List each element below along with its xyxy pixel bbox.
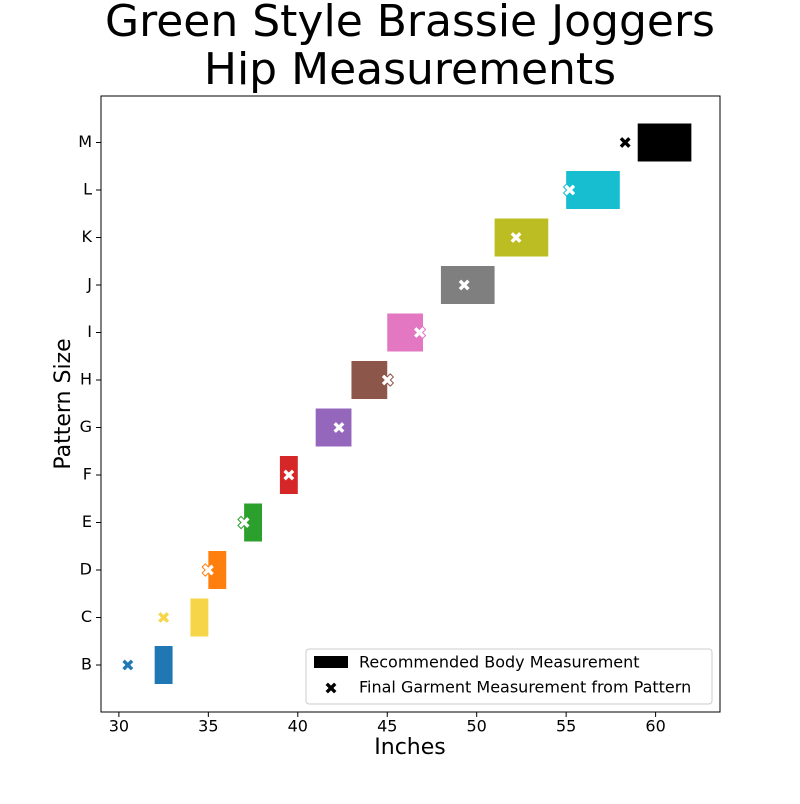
x-tick-label: 55 (556, 717, 576, 736)
y-tick-label: K (82, 227, 93, 246)
x-axis-label: Inches (374, 735, 445, 760)
garment-marker (457, 278, 472, 292)
range-bar (190, 598, 209, 637)
y-tick-label: M (78, 132, 92, 151)
chart-title: Green Style Brassie Joggers (105, 0, 715, 47)
garment-marker (618, 135, 633, 150)
plot-frame (100, 95, 721, 713)
x-tick-label: 50 (467, 717, 487, 736)
y-tick-label: J (86, 275, 92, 294)
x-tick-label: 35 (198, 717, 218, 736)
legend-label: Final Garment Measurement from Pattern (359, 678, 691, 697)
range-bar (351, 361, 388, 399)
range-bar (244, 503, 263, 542)
x-tick-label: 40 (288, 717, 308, 736)
y-axis-label: Pattern Size (51, 338, 76, 469)
garment-marker (509, 230, 523, 245)
range-bar (154, 646, 173, 684)
y-tick-label: I (87, 322, 92, 341)
x-tick-label: 30 (109, 717, 129, 736)
y-tick-label: E (82, 512, 92, 531)
range-bar (494, 218, 549, 257)
legend-swatch (314, 656, 348, 668)
legend-label: Recommended Body Measurement (359, 653, 640, 672)
x-tick-label: 45 (377, 717, 397, 736)
range-bar (208, 551, 227, 589)
y-tick-label: L (83, 180, 92, 199)
y-tick-label: C (81, 607, 92, 626)
legend-swatch (324, 681, 338, 695)
x-tick-label: 60 (645, 717, 665, 736)
garment-marker (237, 515, 251, 530)
garment-marker (201, 563, 216, 577)
legend-box (305, 648, 713, 705)
garment-marker (156, 610, 171, 625)
range-bar (315, 408, 352, 447)
range-bar (637, 123, 692, 162)
y-tick-label: H (80, 370, 92, 389)
garment-marker (281, 468, 296, 482)
garment-marker (412, 325, 427, 340)
garment-marker (562, 183, 577, 197)
garment-marker (380, 373, 395, 387)
garment-marker (332, 420, 346, 435)
y-tick-label: B (81, 655, 92, 674)
y-tick-label: D (80, 560, 92, 579)
garment-marker (120, 658, 135, 672)
range-bar (566, 171, 620, 209)
chart-title: Hip Measurements (204, 44, 616, 95)
y-tick-label: G (80, 417, 92, 436)
y-tick-label: F (83, 465, 92, 484)
